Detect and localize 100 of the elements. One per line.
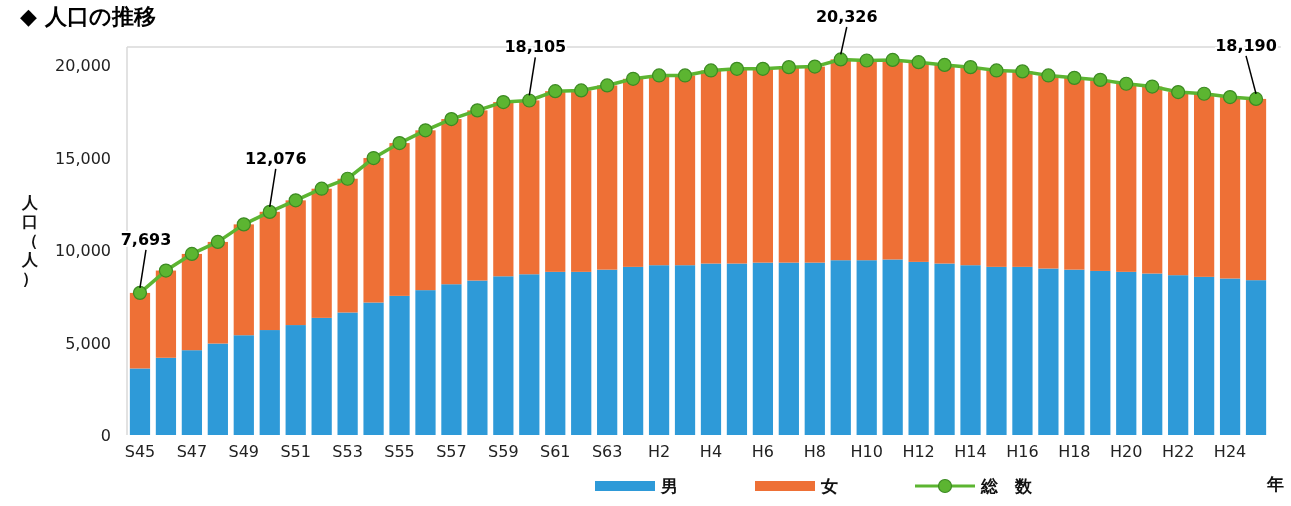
x-tick-label: H2 xyxy=(647,442,671,461)
x-tick-label: S47 xyxy=(176,442,208,461)
bar xyxy=(648,265,670,435)
point xyxy=(937,57,952,73)
bar xyxy=(804,262,825,435)
data-label: 7,693 xyxy=(120,229,172,249)
bar xyxy=(493,276,514,435)
point xyxy=(210,234,225,250)
bar xyxy=(778,67,799,263)
bar xyxy=(441,284,462,435)
bar xyxy=(1012,266,1033,435)
y-tick-label: 20,000 xyxy=(55,56,111,76)
y-axis-title: 人口（人） xyxy=(21,192,39,288)
bar xyxy=(700,70,722,264)
bar xyxy=(1168,275,1189,435)
bar xyxy=(882,259,903,435)
x-tick-label: S57 xyxy=(436,442,467,461)
bar xyxy=(1038,75,1059,269)
bar xyxy=(986,266,1007,435)
point xyxy=(184,246,199,262)
bar xyxy=(519,274,540,435)
bar xyxy=(597,269,618,435)
bar xyxy=(259,330,280,435)
bar xyxy=(519,100,540,275)
bar xyxy=(155,357,177,435)
bar xyxy=(752,262,774,435)
point xyxy=(600,78,615,93)
point xyxy=(963,60,978,75)
bar xyxy=(1064,269,1085,435)
point xyxy=(1145,79,1160,94)
bar xyxy=(545,271,566,435)
x-tick-label: S53 xyxy=(332,442,363,461)
point xyxy=(703,63,719,78)
bar xyxy=(960,265,981,435)
bar xyxy=(726,68,748,264)
bar xyxy=(622,78,644,267)
bar xyxy=(1142,86,1163,274)
x-tick-label: H6 xyxy=(751,442,774,461)
point xyxy=(574,83,589,98)
point xyxy=(1248,91,1264,107)
bar xyxy=(545,91,566,272)
bar xyxy=(1116,83,1137,272)
point xyxy=(1222,89,1238,105)
bar xyxy=(1168,92,1189,276)
point xyxy=(651,68,667,83)
bar xyxy=(830,59,851,261)
x-tick-label: H8 xyxy=(803,442,826,461)
point xyxy=(418,123,433,138)
bar xyxy=(1245,98,1267,281)
legend-label: 総 数 xyxy=(980,476,1033,496)
point xyxy=(314,181,329,196)
bar xyxy=(337,312,358,435)
point xyxy=(1093,72,1108,87)
point xyxy=(807,59,822,74)
bar xyxy=(1219,278,1241,435)
bar xyxy=(415,130,436,291)
point xyxy=(885,52,900,68)
point xyxy=(392,135,407,151)
bar xyxy=(908,62,929,262)
bar xyxy=(467,110,488,281)
bar xyxy=(752,68,774,263)
point xyxy=(366,150,381,166)
bar xyxy=(830,260,851,435)
y-tick-label: 0 xyxy=(100,426,111,445)
bar xyxy=(285,325,306,435)
point xyxy=(626,71,641,86)
bar xyxy=(700,263,722,435)
bar xyxy=(648,75,670,266)
x-tick-label: S63 xyxy=(591,442,623,461)
point xyxy=(755,61,770,76)
bar xyxy=(363,302,384,435)
bar xyxy=(1038,268,1059,435)
bar xyxy=(1245,280,1267,435)
bar xyxy=(129,368,151,435)
point xyxy=(496,94,511,110)
bar xyxy=(389,143,410,296)
bar xyxy=(1193,276,1215,435)
bar xyxy=(934,64,955,264)
x-tick-label: H16 xyxy=(1006,442,1039,461)
bar xyxy=(441,119,462,285)
bar xyxy=(311,188,332,318)
bar xyxy=(207,241,228,344)
bar xyxy=(1090,79,1111,271)
chart-title: ◆ 人口の推移 xyxy=(20,4,156,29)
point xyxy=(522,93,537,108)
bar xyxy=(493,102,514,277)
x-tick-label: S51 xyxy=(280,442,311,461)
x-tick-label: S61 xyxy=(539,442,571,461)
point xyxy=(132,285,148,300)
x-axis-title: 年 xyxy=(1265,474,1284,494)
bar xyxy=(571,271,592,435)
point xyxy=(340,171,355,186)
x-tick-label: H24 xyxy=(1213,442,1247,461)
bar xyxy=(882,59,903,260)
bar xyxy=(1064,77,1085,270)
point xyxy=(1119,76,1134,91)
point xyxy=(548,84,563,99)
bar xyxy=(908,261,929,435)
bar xyxy=(129,292,151,369)
bar xyxy=(1012,71,1033,267)
